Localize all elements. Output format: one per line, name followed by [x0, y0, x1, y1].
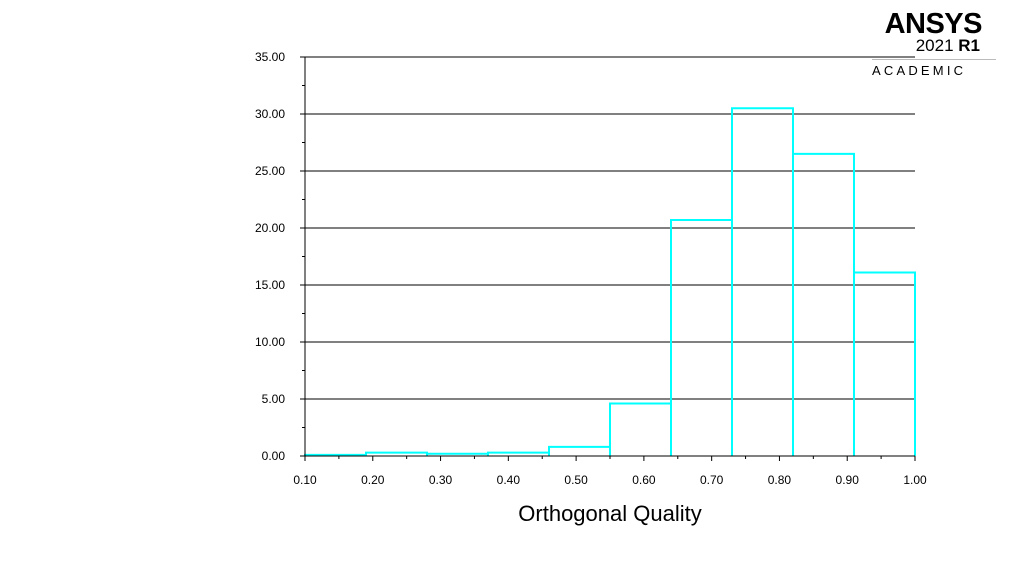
x-tick-label: 1.00	[903, 473, 927, 487]
axes	[300, 56, 916, 461]
x-axis-title: Orthogonal Quality	[518, 501, 701, 526]
histogram-bar	[731, 107, 794, 456]
x-tick-label: 0.10	[293, 473, 317, 487]
x-tick-label: 0.40	[497, 473, 521, 487]
logo-version: 2021 R1	[916, 36, 980, 56]
logo-version-release: R1	[958, 36, 980, 55]
histogram-bar	[670, 219, 733, 456]
histogram-bar	[792, 152, 855, 456]
x-tick-label: 0.80	[768, 473, 792, 487]
logo-version-year: 2021	[915, 36, 954, 55]
logo-edition: ACADEMIC	[872, 63, 967, 78]
x-tick-label: 0.30	[429, 473, 453, 487]
histogram-bars	[304, 107, 916, 456]
y-tick-label: 25.00	[255, 164, 285, 178]
y-tick-label: 15.00	[255, 278, 285, 292]
histogram-bar	[365, 451, 428, 456]
grid-lines	[305, 56, 915, 400]
x-tick-label: 0.90	[836, 473, 860, 487]
logo-name: ANSYS	[884, 8, 983, 40]
ansys-logo: ANSYS 2021 R1 ACADEMIC	[862, 8, 1002, 80]
histogram-bar	[609, 402, 672, 456]
y-tick-label: 0.00	[262, 449, 286, 463]
logo-divider	[872, 59, 996, 60]
x-tick-label: 0.70	[700, 473, 724, 487]
histogram-bar	[487, 451, 550, 456]
y-tick-labels: 0.00 5.00 10.00 15.00 20.00 25.00 30.00 35.00	[255, 50, 285, 463]
y-tick-label: 20.00	[255, 221, 285, 235]
y-tick-label: 35.00	[255, 50, 285, 64]
x-tick-label: 0.20	[361, 473, 385, 487]
y-tick-label: 30.00	[255, 107, 285, 121]
histogram-bar	[853, 271, 916, 456]
x-tick-label: 0.60	[632, 473, 656, 487]
x-tick-label: 0.50	[564, 473, 588, 487]
histogram-bar	[548, 445, 611, 456]
y-tick-label: 5.00	[262, 392, 286, 406]
x-tick-labels: 0.10 0.20 0.30 0.40 0.50 0.60 0.70 0.80 0.90 1.00	[293, 473, 927, 487]
y-tick-label: 10.00	[255, 335, 285, 349]
